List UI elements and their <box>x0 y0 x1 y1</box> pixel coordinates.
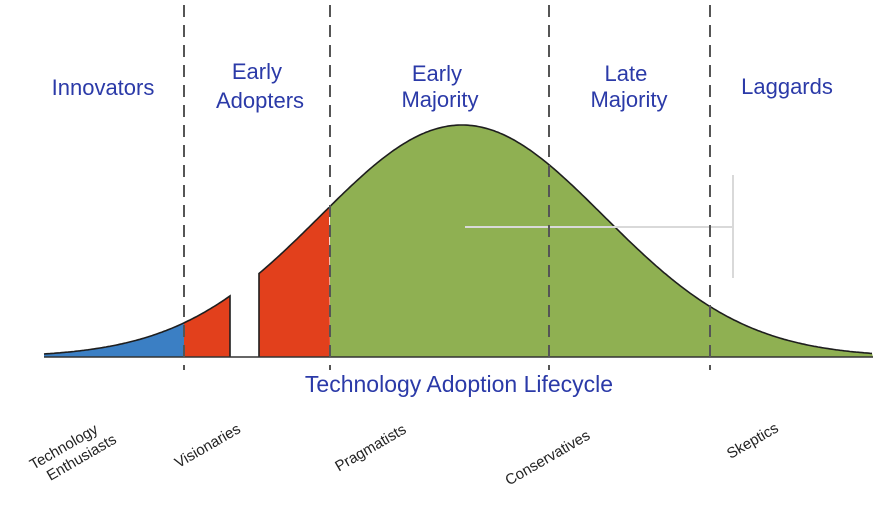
persona-label-visionaries: Visionaries <box>172 420 244 471</box>
persona-label-technology-enthusiasts: Technology Enthusiasts <box>27 415 120 489</box>
curve-outline-right <box>329 124 873 355</box>
persona-label-pragmatists: Pragmatists <box>332 421 409 475</box>
majority-and-laggards-area <box>330 125 873 357</box>
segment-label-laggards: Laggards <box>741 74 833 99</box>
segment-label-early-adopters: Early Adopters <box>216 59 304 113</box>
segment-label-late-majority: Late Majority <box>590 61 667 112</box>
early-adopters-area-left <box>184 295 230 357</box>
curve-outline-left <box>43 294 231 357</box>
early-adopters-area-right <box>259 207 330 357</box>
persona-label-skeptics: Skeptics <box>724 420 782 463</box>
innovators-area <box>44 322 184 357</box>
segment-label-early-majority: Early Majority <box>401 61 478 112</box>
segment-label-innovators: Innovators <box>52 75 155 100</box>
diagram-title: Technology Adoption Lifecycle <box>305 371 613 397</box>
persona-label-conservatives: Conservatives <box>502 427 593 489</box>
curve-outline-middle <box>258 206 330 357</box>
